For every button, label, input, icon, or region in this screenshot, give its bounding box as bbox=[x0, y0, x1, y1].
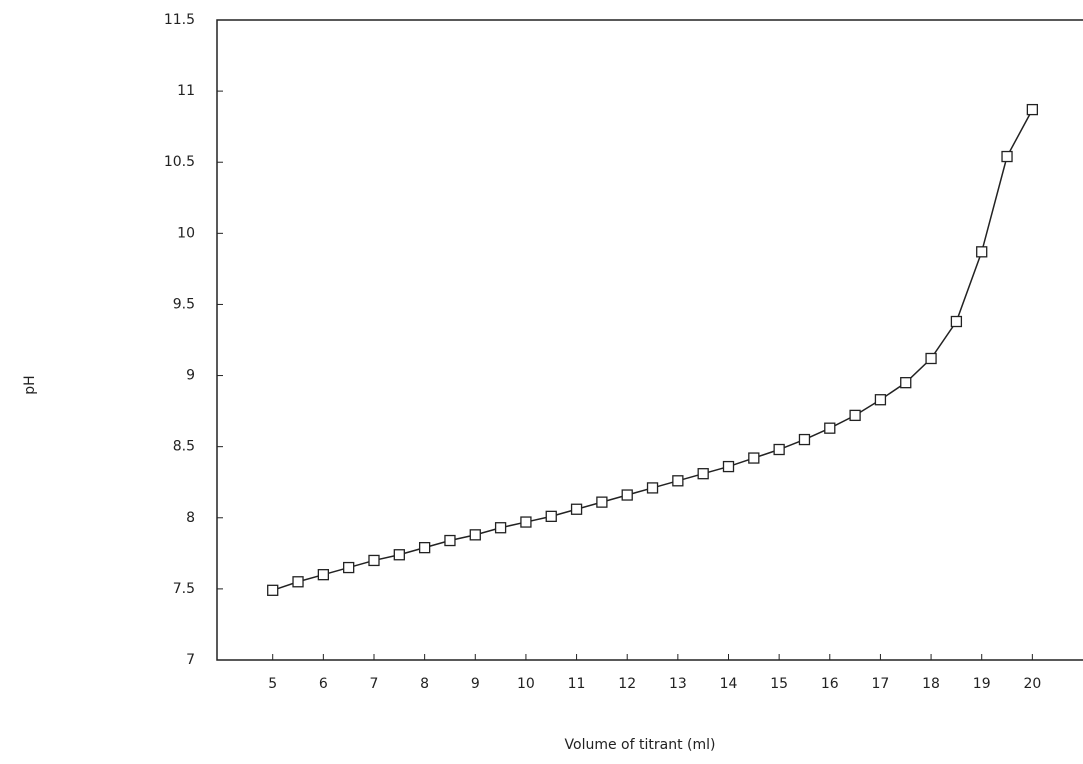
y-tick-label: 11.5 bbox=[164, 12, 195, 28]
data-point bbox=[798, 433, 811, 446]
data-line bbox=[272, 109, 1034, 592]
data-point bbox=[596, 496, 608, 508]
data-point bbox=[317, 569, 330, 581]
data-point bbox=[976, 246, 988, 258]
y-tick-label: 9.5 bbox=[173, 296, 195, 312]
x-tick-label: 9 bbox=[471, 676, 480, 692]
data-point bbox=[646, 482, 659, 494]
x-tick-label: 17 bbox=[872, 676, 890, 692]
data-point bbox=[444, 534, 456, 547]
data-point bbox=[343, 561, 355, 574]
y-tick-label: 7 bbox=[186, 652, 195, 668]
x-tick-label: 16 bbox=[821, 676, 839, 692]
x-tick-label: 7 bbox=[370, 676, 379, 692]
x-tick-label: 12 bbox=[618, 676, 636, 692]
x-tick-label: 11 bbox=[568, 676, 586, 692]
data-point bbox=[950, 315, 963, 328]
data-point bbox=[874, 394, 887, 406]
data-point bbox=[773, 443, 785, 456]
data-point bbox=[824, 422, 836, 434]
data-point bbox=[520, 516, 532, 528]
y-tick-label: 7.5 bbox=[173, 581, 195, 597]
y-tick-label: 8 bbox=[186, 510, 195, 526]
y-tick-label: 11 bbox=[177, 83, 195, 99]
data-point bbox=[621, 489, 633, 501]
data-point bbox=[267, 584, 279, 596]
data-point bbox=[672, 475, 684, 487]
data-point bbox=[925, 352, 937, 365]
y-tick-label: 10.5 bbox=[164, 154, 195, 170]
data-point bbox=[722, 460, 735, 473]
data-point bbox=[545, 510, 557, 523]
data-point bbox=[292, 576, 304, 588]
data-point bbox=[900, 377, 912, 389]
y-tick-label: 8.5 bbox=[173, 439, 195, 455]
data-point bbox=[494, 522, 507, 534]
x-tick-label: 5 bbox=[268, 676, 277, 692]
x-axis-title: Volume of titrant (ml) bbox=[565, 737, 716, 753]
data-point bbox=[570, 503, 583, 515]
y-axis-title: pH bbox=[22, 375, 38, 394]
x-tick-label: 8 bbox=[420, 676, 429, 692]
x-tick-label: 20 bbox=[1023, 676, 1041, 692]
data-point bbox=[418, 541, 431, 554]
data-point bbox=[393, 549, 405, 561]
data-point bbox=[697, 468, 709, 480]
data-point bbox=[1026, 103, 1039, 116]
y-tick-label: 9 bbox=[186, 368, 195, 384]
data-point bbox=[469, 529, 481, 541]
x-tick-label: 10 bbox=[517, 676, 535, 692]
data-point bbox=[748, 452, 760, 464]
plot-frame bbox=[216, 19, 1083, 661]
data-point bbox=[1001, 150, 1013, 163]
x-tick-label: 19 bbox=[973, 676, 991, 692]
x-tick-label: 14 bbox=[720, 676, 738, 692]
x-tick-label: 13 bbox=[669, 676, 687, 692]
data-point bbox=[849, 409, 861, 422]
x-tick-label: 6 bbox=[319, 676, 328, 692]
x-tick-label: 15 bbox=[770, 676, 788, 692]
y-tick-label: 10 bbox=[177, 225, 195, 241]
x-tick-label: 18 bbox=[922, 676, 940, 692]
data-point bbox=[368, 554, 380, 567]
